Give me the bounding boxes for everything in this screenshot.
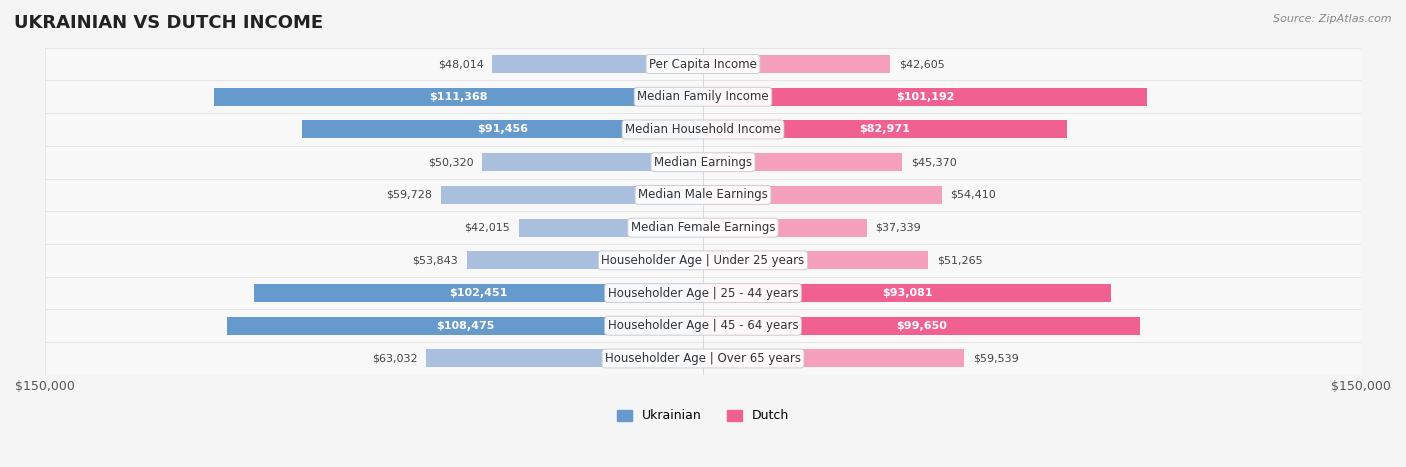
Bar bbox=[45, 146, 1361, 178]
Bar bbox=[45, 80, 1361, 113]
Text: $51,265: $51,265 bbox=[936, 255, 983, 265]
Bar bbox=[703, 349, 965, 368]
Text: Householder Age | Over 65 years: Householder Age | Over 65 years bbox=[605, 352, 801, 365]
Bar bbox=[302, 120, 703, 139]
Text: Median Family Income: Median Family Income bbox=[637, 90, 769, 103]
Text: $111,368: $111,368 bbox=[429, 92, 488, 102]
Text: $101,192: $101,192 bbox=[896, 92, 955, 102]
Bar bbox=[703, 284, 1111, 302]
Text: $54,410: $54,410 bbox=[950, 190, 997, 200]
Text: $63,032: $63,032 bbox=[373, 354, 418, 363]
Text: $82,971: $82,971 bbox=[859, 125, 911, 134]
Text: $59,728: $59,728 bbox=[387, 190, 432, 200]
Bar bbox=[45, 211, 1361, 244]
Text: Householder Age | 25 - 44 years: Householder Age | 25 - 44 years bbox=[607, 287, 799, 299]
Text: $50,320: $50,320 bbox=[427, 157, 474, 167]
Bar bbox=[703, 251, 928, 269]
Bar bbox=[228, 317, 703, 335]
Text: Median Female Earnings: Median Female Earnings bbox=[631, 221, 775, 234]
Legend: Ukrainian, Dutch: Ukrainian, Dutch bbox=[612, 404, 794, 427]
Text: Median Household Income: Median Household Income bbox=[626, 123, 780, 136]
Bar bbox=[215, 88, 703, 106]
Text: $59,539: $59,539 bbox=[973, 354, 1019, 363]
Bar bbox=[482, 153, 703, 171]
Text: UKRAINIAN VS DUTCH INCOME: UKRAINIAN VS DUTCH INCOME bbox=[14, 14, 323, 32]
Bar bbox=[45, 48, 1361, 80]
Bar bbox=[703, 186, 942, 204]
Bar bbox=[45, 178, 1361, 211]
Text: $102,451: $102,451 bbox=[449, 288, 508, 298]
Text: $53,843: $53,843 bbox=[412, 255, 458, 265]
Bar bbox=[703, 120, 1067, 139]
Bar bbox=[703, 153, 903, 171]
Bar bbox=[703, 88, 1147, 106]
Text: $108,475: $108,475 bbox=[436, 321, 495, 331]
Bar bbox=[703, 317, 1140, 335]
Bar bbox=[45, 244, 1361, 277]
Text: $42,605: $42,605 bbox=[898, 59, 945, 69]
Text: $99,650: $99,650 bbox=[896, 321, 948, 331]
Text: Householder Age | Under 25 years: Householder Age | Under 25 years bbox=[602, 254, 804, 267]
Bar bbox=[467, 251, 703, 269]
Text: Householder Age | 45 - 64 years: Householder Age | 45 - 64 years bbox=[607, 319, 799, 333]
Text: Source: ZipAtlas.com: Source: ZipAtlas.com bbox=[1274, 14, 1392, 24]
Bar bbox=[426, 349, 703, 368]
Bar bbox=[45, 113, 1361, 146]
Text: $91,456: $91,456 bbox=[477, 125, 527, 134]
Bar bbox=[45, 277, 1361, 310]
Bar bbox=[492, 55, 703, 73]
Bar bbox=[703, 219, 868, 237]
Bar bbox=[45, 310, 1361, 342]
Bar bbox=[703, 55, 890, 73]
Text: $48,014: $48,014 bbox=[437, 59, 484, 69]
Bar bbox=[441, 186, 703, 204]
Bar bbox=[45, 342, 1361, 375]
Text: $93,081: $93,081 bbox=[882, 288, 932, 298]
Text: $45,370: $45,370 bbox=[911, 157, 956, 167]
Text: Median Earnings: Median Earnings bbox=[654, 156, 752, 169]
Text: Per Capita Income: Per Capita Income bbox=[650, 57, 756, 71]
Text: $42,015: $42,015 bbox=[464, 223, 510, 233]
Bar bbox=[253, 284, 703, 302]
Text: $37,339: $37,339 bbox=[876, 223, 921, 233]
Bar bbox=[519, 219, 703, 237]
Text: Median Male Earnings: Median Male Earnings bbox=[638, 188, 768, 201]
